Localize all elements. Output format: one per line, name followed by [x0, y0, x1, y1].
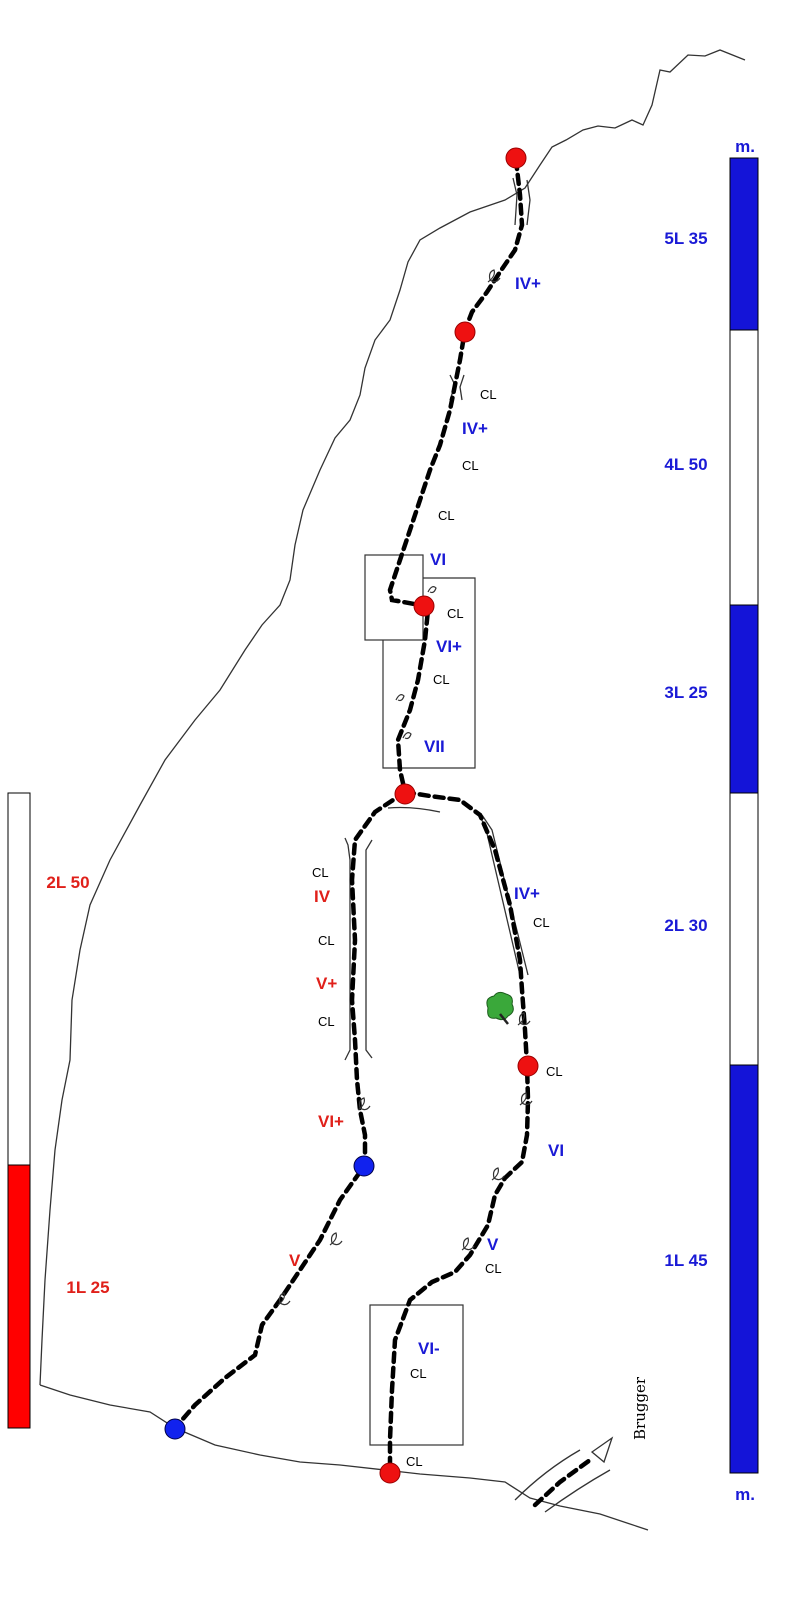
grade-labels: IV+ IV+ VI VI+ VII IV+ VI V VI- IV V+ VI…	[289, 274, 564, 1358]
left-scale-segment-2	[7, 792, 31, 1166]
route-left-variant	[172, 789, 408, 1431]
right-scale-segment-3	[729, 604, 759, 794]
scale-unit-top: m.	[735, 137, 755, 156]
belay-station-5	[454, 321, 476, 343]
start-left	[164, 1418, 186, 1440]
grade-right-vimin: VI-	[418, 1339, 440, 1358]
pitch-label-1: 1L 45	[664, 1251, 707, 1270]
cl-label: CL	[433, 672, 450, 687]
grade-right-ivplus: IV+	[514, 884, 540, 903]
cl-label: CL	[438, 508, 455, 523]
cl-label: CL	[318, 933, 335, 948]
grade-right-v: V	[487, 1235, 499, 1254]
pitch-label-3: 3L 25	[664, 683, 707, 702]
crux-box-upper	[364, 554, 424, 641]
cl-label: CL	[485, 1261, 502, 1276]
right-scale-segment-5	[729, 157, 759, 331]
grade-left-vplus: V+	[316, 974, 337, 993]
grade-left-viplus: VI+	[318, 1112, 344, 1131]
cl-label: CL	[312, 865, 329, 880]
grade-p3-vi: VI	[430, 550, 446, 569]
cl-label: CL	[447, 606, 464, 621]
pitch-label-5: 5L 35	[664, 229, 707, 248]
cl-label: CL	[480, 387, 497, 402]
right-scale-segment-2	[729, 792, 759, 1066]
cl-label: CL	[318, 1014, 335, 1029]
right-scale-bar: m. m. 5L 35 4L 50 3L 25 2L 30 1L 45	[664, 137, 759, 1504]
route-approach	[532, 1457, 593, 1508]
dihedral-features	[344, 177, 611, 1513]
belay-station-left-2	[353, 1155, 375, 1177]
cl-label: CL	[546, 1064, 563, 1079]
grade-p5: IV+	[515, 274, 541, 293]
grade-p4: IV+	[462, 419, 488, 438]
pitch-label-4: 4L 50	[664, 455, 707, 474]
crux-box-middle	[382, 577, 476, 769]
scale-unit-bottom: m.	[735, 1485, 755, 1504]
grade-left-iv: IV	[314, 887, 331, 906]
route-right-variant	[387, 789, 531, 1475]
left-scale-bar: 2L 50 1L 25	[7, 792, 110, 1429]
protection-marks	[277, 269, 533, 1306]
grade-left-v: V	[289, 1251, 301, 1270]
cl-markers: CL CL CL CL CL CL CL CL CL CL CL CL CL	[312, 387, 563, 1469]
cl-label: CL	[533, 915, 550, 930]
left-pitch-label-2: 2L 50	[46, 873, 89, 892]
start-right	[379, 1462, 401, 1484]
right-scale-segment-4	[729, 329, 759, 606]
belay-stations	[164, 147, 539, 1484]
belay-station-3	[394, 783, 416, 805]
grade-p3-viplus: VI+	[436, 637, 462, 656]
belay-station-4	[413, 595, 435, 617]
cl-label: CL	[462, 458, 479, 473]
left-pitch-label-1: 1L 25	[66, 1278, 109, 1297]
rock-outline	[39, 49, 746, 1531]
right-scale-segment-1	[729, 1064, 759, 1474]
crux-box-start	[369, 1304, 464, 1446]
route-lines	[172, 157, 593, 1508]
tree-icon	[486, 991, 514, 1025]
grade-right-vi: VI	[548, 1141, 564, 1160]
cl-label: CL	[406, 1454, 423, 1469]
cl-label: CL	[410, 1366, 427, 1381]
belay-station-right-2	[517, 1055, 539, 1077]
approach-label: Brugger	[631, 1376, 649, 1440]
crux-boxes	[364, 554, 476, 1446]
approach-arrow-icon	[590, 1436, 614, 1464]
route-main-upper	[387, 157, 525, 795]
left-scale-segment-1	[7, 1164, 31, 1429]
pitch-label-2: 2L 30	[664, 916, 707, 935]
belay-station-top	[505, 147, 527, 169]
grade-p3-vii: VII	[424, 737, 445, 756]
